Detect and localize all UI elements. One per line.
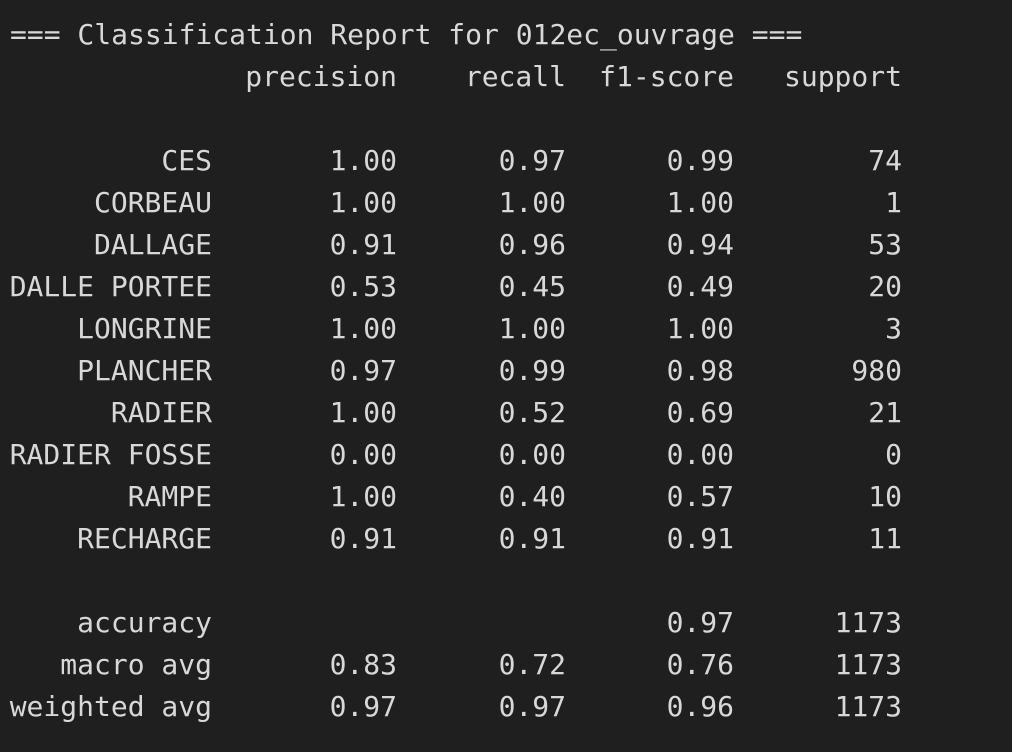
precision-value: 1.00 — [329, 480, 397, 513]
class-row: DALLAGE 0.91 0.96 0.94 53 — [10, 224, 1002, 266]
support-value: 11 — [868, 522, 902, 555]
support-value: 20 — [868, 270, 902, 303]
class-row: CES 1.00 0.97 0.99 74 — [10, 140, 1002, 182]
f1-score-value: 0.00 — [666, 438, 734, 471]
support-value: 1173 — [834, 648, 902, 681]
class-row: PLANCHER 0.97 0.99 0.98 980 — [10, 350, 1002, 392]
blank-line — [10, 98, 1002, 140]
row-label: CES — [161, 144, 212, 177]
support-value: 3 — [885, 312, 902, 345]
f1-score-value: 0.57 — [666, 480, 734, 513]
precision-value: 0.97 — [329, 690, 397, 723]
header-f1-score: f1-score — [599, 60, 734, 93]
recall-value: 1.00 — [498, 186, 566, 219]
class-row: LONGRINE 1.00 1.00 1.00 3 — [10, 308, 1002, 350]
row-label: RADIER — [110, 396, 212, 429]
class-row: RAMPE 1.00 0.40 0.57 10 — [10, 476, 1002, 518]
recall-value: 0.91 — [498, 522, 566, 555]
row-label: PLANCHER — [77, 354, 212, 387]
support-value: 1 — [885, 186, 902, 219]
support-value: 53 — [868, 228, 902, 261]
f1-score-value: 0.69 — [666, 396, 734, 429]
class-row: RADIER 1.00 0.52 0.69 21 — [10, 392, 1002, 434]
f1-score-value: 0.76 — [666, 648, 734, 681]
support-value: 74 — [868, 144, 902, 177]
summary-row: macro avg 0.83 0.72 0.76 1173 — [10, 644, 1002, 686]
class-row: CORBEAU 1.00 1.00 1.00 1 — [10, 182, 1002, 224]
row-label: macro avg — [60, 648, 212, 681]
row-label: RAMPE — [127, 480, 212, 513]
recall-value: 0.99 — [498, 354, 566, 387]
support-value: 10 — [868, 480, 902, 513]
precision-value: 0.83 — [329, 648, 397, 681]
f1-score-value: 0.49 — [666, 270, 734, 303]
row-label: LONGRINE — [77, 312, 212, 345]
recall-value: 0.72 — [498, 648, 566, 681]
row-label: DALLAGE — [93, 228, 212, 261]
support-value: 1173 — [834, 690, 902, 723]
header-support: support — [783, 60, 902, 93]
report-title-line: === Classification Report for 012ec_ouvr… — [10, 14, 1002, 56]
precision-value: 1.00 — [329, 312, 397, 345]
support-value: 1173 — [834, 606, 902, 639]
row-label: RECHARGE — [77, 522, 212, 555]
recall-value: 0.00 — [498, 438, 566, 471]
support-value: 21 — [868, 396, 902, 429]
precision-value: 0.97 — [329, 354, 397, 387]
support-value: 0 — [885, 438, 902, 471]
blank-line — [10, 560, 1002, 602]
precision-value: 1.00 — [329, 144, 397, 177]
f1-score-value: 1.00 — [666, 312, 734, 345]
class-row: RECHARGE 0.91 0.91 0.91 11 — [10, 518, 1002, 560]
row-label: weighted avg — [9, 690, 212, 723]
summary-rows: accuracy 0.97 1173 macro avg 0.83 0.72 0.76 117… — [10, 602, 1002, 728]
f1-score-value: 0.91 — [666, 522, 734, 555]
precision-value: 0.91 — [329, 522, 397, 555]
recall-value: 0.52 — [498, 396, 566, 429]
row-label: accuracy — [77, 606, 212, 639]
precision-value: 0.00 — [329, 438, 397, 471]
row-label: DALLE PORTEE — [9, 270, 212, 303]
recall-value: 0.96 — [498, 228, 566, 261]
report-title: === Classification Report for 012ec_ouvr… — [10, 18, 803, 51]
summary-row: accuracy 0.97 1173 — [10, 602, 1002, 644]
f1-score-value: 1.00 — [666, 186, 734, 219]
precision-value: 0.91 — [329, 228, 397, 261]
class-rows: CES 1.00 0.97 0.99 74 CORBEAU 1.00 1.00 1.00 1 DAL… — [10, 140, 1002, 560]
precision-value: 1.00 — [329, 186, 397, 219]
header-recall: recall — [464, 60, 566, 93]
recall-value: 0.40 — [498, 480, 566, 513]
class-row: DALLE PORTEE 0.53 0.45 0.49 20 — [10, 266, 1002, 308]
f1-score-value: 0.97 — [666, 606, 734, 639]
class-row: RADIER FOSSE 0.00 0.00 0.00 0 — [10, 434, 1002, 476]
recall-value: 0.97 — [498, 690, 566, 723]
f1-score-value: 0.94 — [666, 228, 734, 261]
recall-value: 1.00 — [498, 312, 566, 345]
f1-score-value: 0.99 — [666, 144, 734, 177]
row-label: CORBEAU — [93, 186, 212, 219]
terminal-output: === Classification Report for 012ec_ouvr… — [10, 14, 1002, 728]
report-header-line: precision recall f1-score support — [10, 56, 1002, 98]
precision-value: 0.53 — [329, 270, 397, 303]
summary-row: weighted avg 0.97 0.97 0.96 1173 — [10, 686, 1002, 728]
support-value: 980 — [851, 354, 902, 387]
recall-value: 0.97 — [498, 144, 566, 177]
f1-score-value: 0.96 — [666, 690, 734, 723]
header-precision: precision — [245, 60, 397, 93]
row-label: RADIER FOSSE — [9, 438, 212, 471]
recall-value: 0.45 — [498, 270, 566, 303]
precision-value: 1.00 — [329, 396, 397, 429]
f1-score-value: 0.98 — [666, 354, 734, 387]
